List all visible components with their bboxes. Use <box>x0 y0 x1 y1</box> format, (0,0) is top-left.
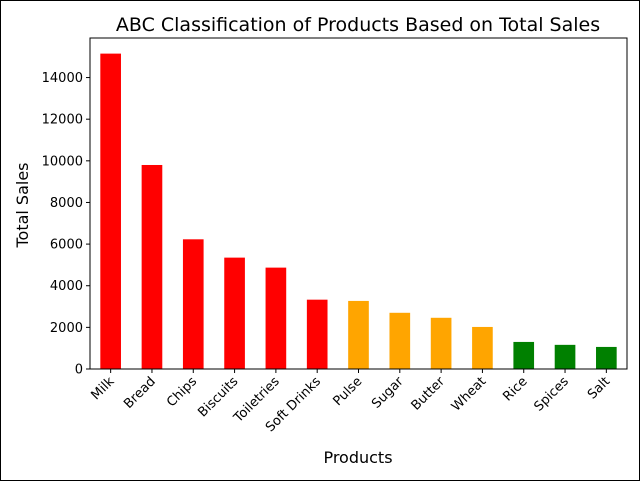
bar-chips <box>182 239 204 369</box>
x-tick-label: Wheat <box>449 374 489 414</box>
y-axis-label: Total Sales <box>13 162 32 248</box>
y-tick-label: 14000 <box>42 71 83 86</box>
y-tick-label: 0 <box>75 363 83 378</box>
x-tick-label: Rice <box>500 374 530 404</box>
bar-sugar <box>389 312 411 369</box>
bar-rice <box>513 341 535 369</box>
y-tick-label: 12000 <box>42 113 83 128</box>
y-tick-label: 8000 <box>50 196 83 211</box>
bar-biscuits <box>224 257 245 369</box>
bar-bread <box>141 164 163 369</box>
bar-butter <box>430 317 452 369</box>
x-tick-label: Sugar <box>369 374 407 412</box>
x-tick-label: Milk <box>89 374 118 403</box>
y-tick-label: 6000 <box>50 238 83 253</box>
bar-milk <box>100 53 121 369</box>
x-tick-label: Bread <box>121 374 159 412</box>
y-tick-label: 10000 <box>42 154 83 169</box>
x-tick-label: Spices <box>532 374 572 414</box>
bar-pulse <box>348 300 369 369</box>
bar-spices <box>554 344 576 369</box>
plot-area: 0 2000 4000 6000 8000 10000 12000 14000 Milk Brea… <box>42 37 628 435</box>
x-tick-label: Butter <box>409 374 449 414</box>
bar-wheat <box>472 326 493 369</box>
y-tick-label: 4000 <box>50 279 83 294</box>
x-tick-label: Pulse <box>331 374 366 409</box>
bar-toiletries <box>265 267 287 369</box>
x-axis-label: Products <box>323 448 392 467</box>
bar-salt <box>596 346 617 369</box>
x-tick-label: Chips <box>164 374 200 410</box>
bar-soft-drinks <box>306 299 328 369</box>
x-tick-label: Salt <box>585 374 613 402</box>
y-tick-label: 2000 <box>50 321 83 336</box>
chart-title: ABC Classification of Products Based on … <box>116 14 600 36</box>
